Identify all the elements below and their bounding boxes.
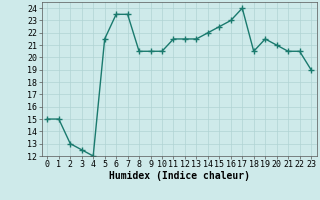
- X-axis label: Humidex (Indice chaleur): Humidex (Indice chaleur): [109, 171, 250, 181]
